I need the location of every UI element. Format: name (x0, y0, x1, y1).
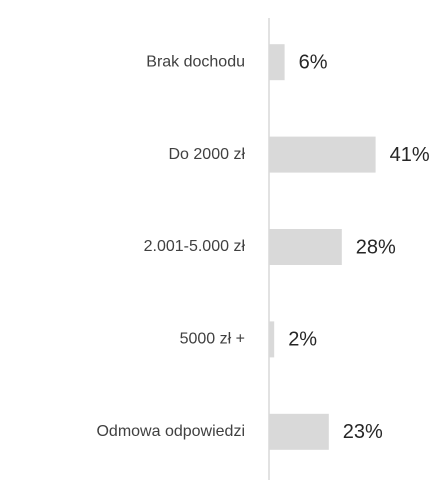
bar (269, 136, 376, 173)
category-label: 2.001-5.000 zł (144, 238, 246, 255)
category-label: Do 2000 zł (169, 146, 246, 163)
category-label: Odmowa odpowiedzi (96, 423, 245, 440)
category-label: 5000 zł + (180, 331, 245, 348)
bar (269, 413, 329, 450)
value-label: 23% (343, 421, 383, 443)
value-label: 28% (356, 236, 396, 258)
bar (269, 229, 342, 265)
category-label: Brak dochodu (146, 53, 245, 70)
bar (269, 321, 275, 358)
value-label: 41% (390, 144, 430, 166)
value-label: 2% (288, 329, 317, 351)
value-label: 6% (299, 51, 328, 73)
bar (269, 44, 285, 81)
